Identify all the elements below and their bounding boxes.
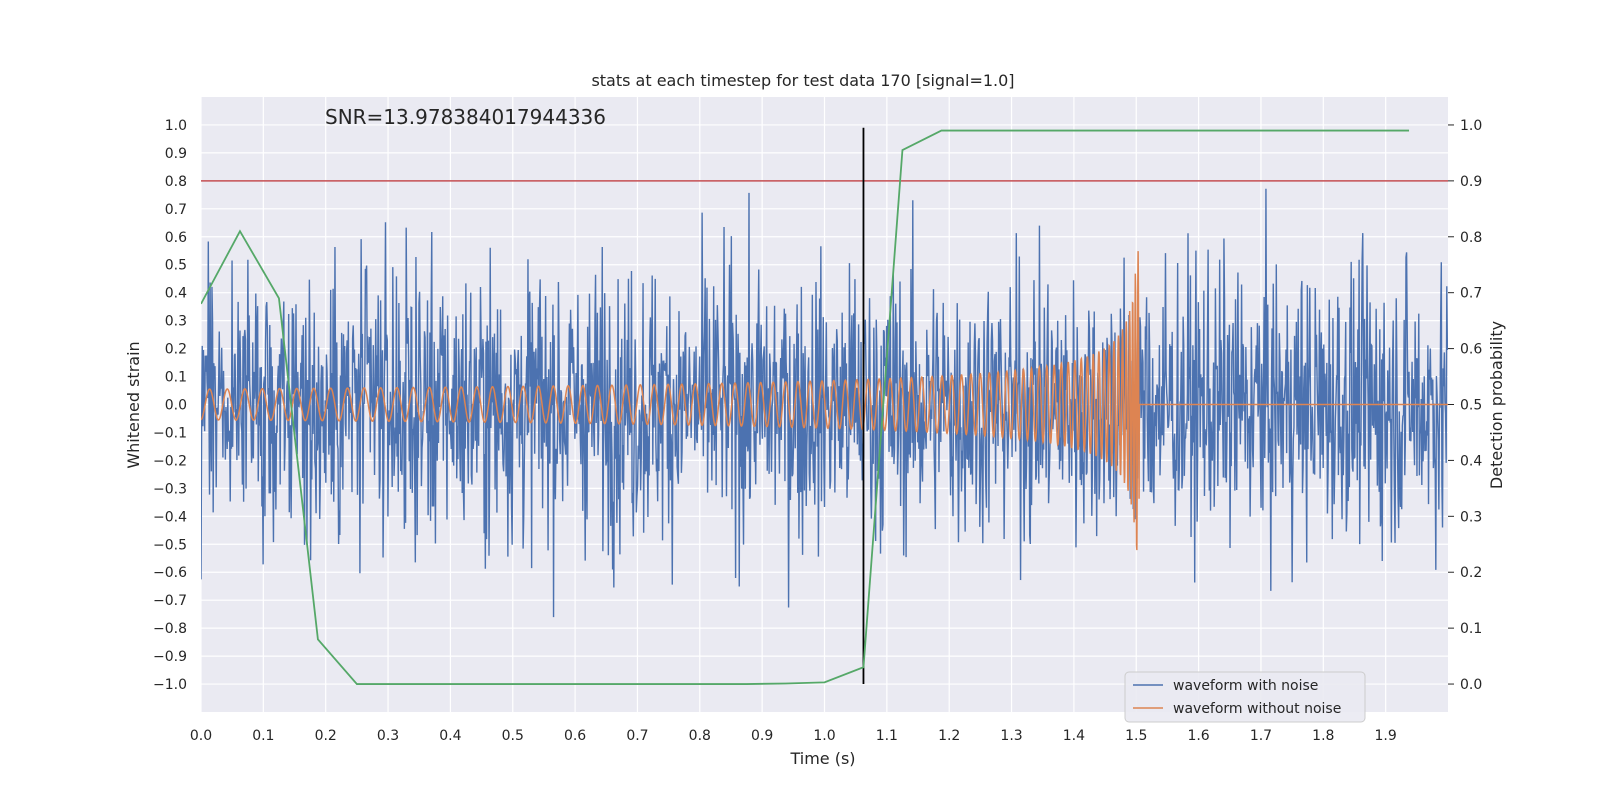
y-tick-label: −0.2 xyxy=(153,453,187,469)
x-tick-label: 1.8 xyxy=(1312,728,1334,744)
y-tick-label: 0.5 xyxy=(165,258,187,274)
x-tick-label: 1.9 xyxy=(1375,728,1397,744)
y-tick-label: 0.6 xyxy=(165,230,187,246)
y2-axis-ticks: 1.0 0.9 0.8 0.7 0.6 0.5 0.4 0.3 0.2 0.1 0.0 xyxy=(1448,118,1482,693)
y-tick-label: 0.0 xyxy=(165,398,187,414)
y-tick-label: 0.4 xyxy=(165,286,187,302)
x-tick-label: 1.1 xyxy=(876,728,898,744)
legend-box xyxy=(1124,671,1366,723)
y2-tick-label: 0.9 xyxy=(1460,174,1482,190)
y2-tick-label: 0.1 xyxy=(1460,621,1482,637)
y-tick-label: −0.3 xyxy=(153,481,187,497)
series-waveform-without-noise xyxy=(201,251,1448,551)
y-tick-label: −0.8 xyxy=(153,621,187,637)
x-axis-ticks: 0.0 0.1 0.2 0.3 0.4 0.5 0.6 0.7 0.8 0.9 1.0 1.1 1.2 1… xyxy=(190,728,1397,744)
x-tick-label: 1.3 xyxy=(1000,728,1022,744)
y-axis-label: Whitened strain xyxy=(124,341,143,468)
x-tick-label: 1.5 xyxy=(1125,728,1147,744)
x-tick-label: 1.4 xyxy=(1063,728,1085,744)
x-tick-label: 1.7 xyxy=(1250,728,1272,744)
x-tick-label: 0.2 xyxy=(315,728,337,744)
x-tick-label: 0.6 xyxy=(564,728,586,744)
x-tick-label: 0.0 xyxy=(190,728,212,744)
y2-tick-label: 0.8 xyxy=(1460,230,1482,246)
y-tick-label: 0.9 xyxy=(165,146,187,162)
x-tick-label: 0.1 xyxy=(252,728,274,744)
y2-tick-label: 0.7 xyxy=(1460,286,1482,302)
x-tick-label: 1.0 xyxy=(813,728,835,744)
plot-series xyxy=(201,127,1448,685)
snr-annotation: SNR=13.978384017944336 xyxy=(325,105,606,129)
series-waveform-with-noise xyxy=(201,188,1448,618)
y-tick-label: −1.0 xyxy=(153,677,187,693)
legend-label-noisy: waveform with noise xyxy=(1173,678,1318,694)
y2-tick-label: 0.6 xyxy=(1460,342,1482,358)
y-tick-label: −0.7 xyxy=(153,593,187,609)
x-tick-label: 0.4 xyxy=(439,728,461,744)
legend-label-clean: waveform without noise xyxy=(1173,701,1341,717)
x-axis-label: Time (s) xyxy=(789,749,855,768)
y-tick-label: 0.7 xyxy=(165,202,187,218)
legend: waveform with noise waveform without noi… xyxy=(1124,671,1366,723)
y2-tick-label: 0.5 xyxy=(1460,398,1482,414)
x-tick-label: 0.3 xyxy=(377,728,399,744)
y2-tick-label: 0.3 xyxy=(1460,509,1482,525)
y2-tick-label: 0.2 xyxy=(1460,565,1482,581)
y-tick-label: −0.6 xyxy=(153,565,187,581)
y2-tick-label: 0.0 xyxy=(1460,677,1482,693)
series-detection-probability xyxy=(201,129,1410,685)
y-tick-label: −0.5 xyxy=(153,537,187,553)
y-tick-label: −0.9 xyxy=(153,649,187,665)
y-tick-label: 1.0 xyxy=(165,118,187,134)
y-axis-ticks: 1.0 0.9 0.8 0.7 0.6 0.5 0.4 0.3 0.2 0.1 0.0 −0.1 −0.… xyxy=(153,118,187,693)
x-tick-label: 0.5 xyxy=(502,728,524,744)
y-tick-label: 0.8 xyxy=(165,174,187,190)
chart-title: stats at each timestep for test data 170… xyxy=(591,71,1014,90)
y-tick-label: 0.1 xyxy=(165,370,187,386)
y-tick-label: 0.2 xyxy=(165,342,187,358)
x-tick-label: 1.2 xyxy=(938,728,960,744)
y2-tick-label: 1.0 xyxy=(1460,118,1482,134)
y2-axis-label: Detection probability xyxy=(1487,321,1506,489)
y-tick-label: −0.4 xyxy=(153,509,187,525)
x-tick-label: 0.7 xyxy=(626,728,648,744)
y-tick-label: 0.3 xyxy=(165,314,187,330)
x-tick-label: 1.6 xyxy=(1187,728,1209,744)
x-tick-label: 0.8 xyxy=(689,728,711,744)
x-tick-label: 0.9 xyxy=(751,728,773,744)
y-tick-label: −0.1 xyxy=(153,425,187,441)
y2-tick-label: 0.4 xyxy=(1460,453,1482,469)
